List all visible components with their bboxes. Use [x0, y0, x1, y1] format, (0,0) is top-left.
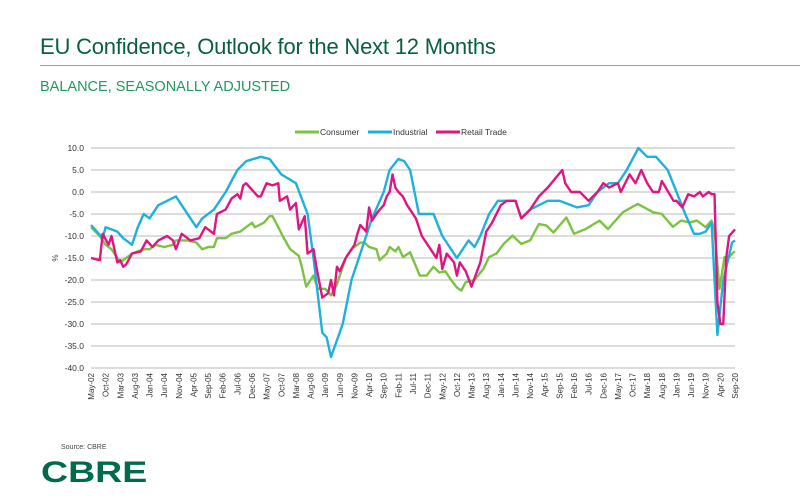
- legend-label: Industrial: [393, 127, 428, 137]
- y-tick-label: -40.0: [65, 363, 85, 373]
- x-tick-label: Apr-15: [541, 372, 550, 397]
- x-tick-label: Jan-09: [321, 372, 330, 397]
- x-tick-label: Mar-08: [292, 372, 301, 398]
- title-divider: [40, 65, 800, 66]
- x-tick-label: Feb-16: [570, 372, 579, 398]
- x-tick-label: Nov-19: [702, 372, 711, 398]
- source-note: Source: CBRE: [61, 444, 107, 451]
- y-tick-label: -20.0: [65, 275, 85, 285]
- x-tick-label: Mar-18: [643, 372, 652, 398]
- y-tick-label: -5.0: [69, 209, 84, 219]
- x-tick-label: Jul-06: [233, 372, 242, 394]
- x-tick-label: Aug-03: [131, 372, 140, 398]
- x-tick-label: Aug-13: [482, 372, 491, 398]
- y-tick-label: -25.0: [65, 297, 85, 307]
- x-tick-label: Aug-08: [307, 372, 316, 398]
- x-tick-label: Dec-06: [248, 372, 257, 398]
- x-tick-label: Mar-03: [116, 372, 125, 398]
- x-tick-label: Jun-19: [687, 372, 696, 397]
- x-tick-label: Jan-04: [146, 372, 155, 397]
- x-tick-label: Sep-15: [555, 372, 564, 398]
- x-tick-label: Nov-14: [526, 372, 535, 398]
- x-tick-label: Feb-11: [394, 372, 403, 397]
- y-tick-label: 5.0: [72, 165, 84, 175]
- x-tick-label: Jan-19: [672, 372, 681, 397]
- x-tick-label: Sep-20: [731, 372, 740, 398]
- x-tick-label: Aug-18: [658, 372, 667, 398]
- x-tick-label: Jan-14: [497, 372, 506, 397]
- y-tick-label: -10.0: [65, 231, 85, 241]
- legend-label: Consumer: [320, 127, 359, 137]
- x-tick-label: May-17: [614, 372, 623, 399]
- x-tick-label: May-02: [87, 372, 96, 399]
- x-tick-label: Oct-07: [277, 372, 286, 397]
- y-tick-label: 0.0: [72, 187, 84, 197]
- series-line-industrial: [90, 146, 736, 359]
- series-lines: [90, 146, 736, 359]
- x-tick-label: Nov-09: [350, 372, 359, 398]
- y-axis-label: %: [51, 254, 60, 261]
- x-tick-label: Jul-11: [409, 372, 418, 394]
- y-axis-ticks: 10.0 5.0 0.0 -5.0 -10.0 -15.0 -20.0 -25.0 -30.0 -…: [65, 143, 85, 373]
- x-tick-label: Jul-16: [585, 372, 594, 394]
- x-tick-label: Feb-06: [219, 372, 228, 398]
- series-line-retail-trade: [90, 168, 736, 326]
- x-tick-label: Dec-16: [599, 372, 608, 398]
- x-tick-label: Dec-11: [424, 372, 433, 398]
- x-tick-label: May-07: [263, 372, 272, 399]
- cbre-logo: CBRE: [41, 456, 148, 489]
- y-tick-label: -35.0: [65, 341, 85, 351]
- x-tick-label: Apr-05: [189, 372, 198, 397]
- y-tick-label: -30.0: [65, 319, 85, 329]
- x-tick-label: Oct-12: [453, 372, 462, 397]
- gridlines: [91, 147, 735, 369]
- y-tick-label: 10.0: [67, 143, 84, 153]
- x-tick-label: Jun-14: [511, 372, 520, 397]
- series-line-consumer: [90, 202, 736, 297]
- legend-label: Retail Trade: [461, 127, 507, 137]
- x-tick-label: Oct-02: [102, 372, 111, 397]
- y-tick-label: -15.0: [65, 253, 85, 263]
- page-subtitle: BALANCE, SEASONALLY ADJUSTED: [40, 79, 291, 95]
- x-tick-label: May-12: [438, 372, 447, 399]
- x-tick-label: Nov-04: [175, 372, 184, 398]
- x-tick-label: Sep-05: [204, 372, 213, 398]
- x-tick-label: Apr-10: [365, 372, 374, 397]
- x-tick-label: Sep-10: [380, 372, 389, 398]
- x-axis-ticks: May-02 Oct-02 Mar-03 Aug-03 Jan-04 Jun-04 Nov-…: [87, 372, 740, 399]
- page-title: EU Confidence, Outlook for the Next 12 M…: [40, 34, 496, 59]
- x-tick-label: Jun-04: [160, 372, 169, 397]
- x-tick-label: Mar-13: [468, 372, 477, 398]
- legend: Consumer Industrial Retail Trade: [295, 127, 507, 137]
- x-tick-label: Oct-17: [629, 372, 638, 397]
- x-tick-label: Apr-20: [716, 372, 725, 397]
- x-tick-label: Jun-09: [336, 372, 345, 397]
